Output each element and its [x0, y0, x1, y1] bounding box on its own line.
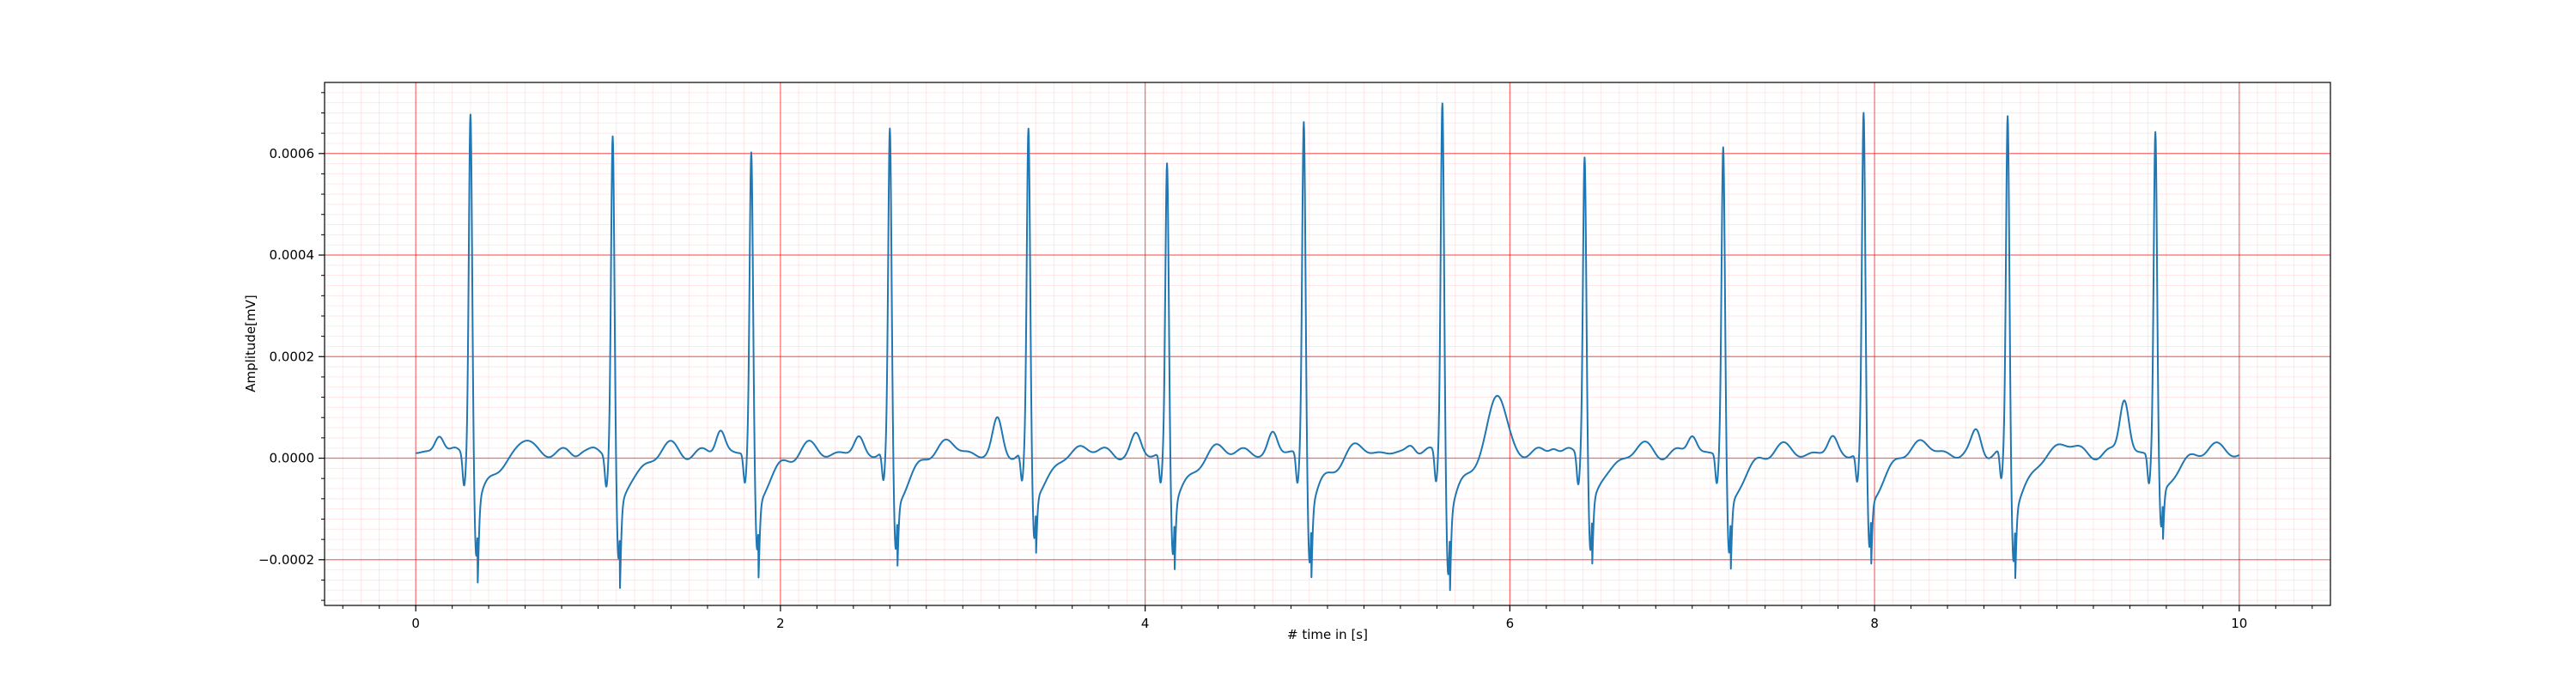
plot-background: [325, 82, 2330, 605]
x-axis-label: # time in [s]: [1287, 627, 1368, 642]
y-axis: −0.0002 0.0000 0.0002 0.0004 0.0006: [258, 92, 325, 601]
x-tick-label: 6: [1506, 616, 1515, 631]
x-axis: 0 2 4 6 8 10: [342, 605, 2313, 631]
ecg-series-line: [415, 102, 2240, 592]
y-tick-label: 0.0006: [270, 146, 315, 161]
major-grid: [325, 82, 2330, 605]
y-tick-label: 0.0004: [270, 247, 315, 263]
y-axis-label: Amplitude[mV]: [243, 295, 258, 392]
series-layer: [415, 102, 2240, 592]
x-tick-label: 0: [411, 616, 420, 631]
y-tick-label: 0.0002: [270, 349, 315, 364]
y-tick-label: −0.0002: [258, 552, 314, 568]
x-tick-label: 8: [1870, 616, 1879, 631]
y-tick-label: 0.0000: [270, 451, 315, 466]
x-tick-label: 2: [776, 616, 785, 631]
minor-grid: [325, 82, 2330, 605]
x-tick-label: 10: [2231, 616, 2247, 631]
x-tick-label: 4: [1141, 616, 1150, 631]
